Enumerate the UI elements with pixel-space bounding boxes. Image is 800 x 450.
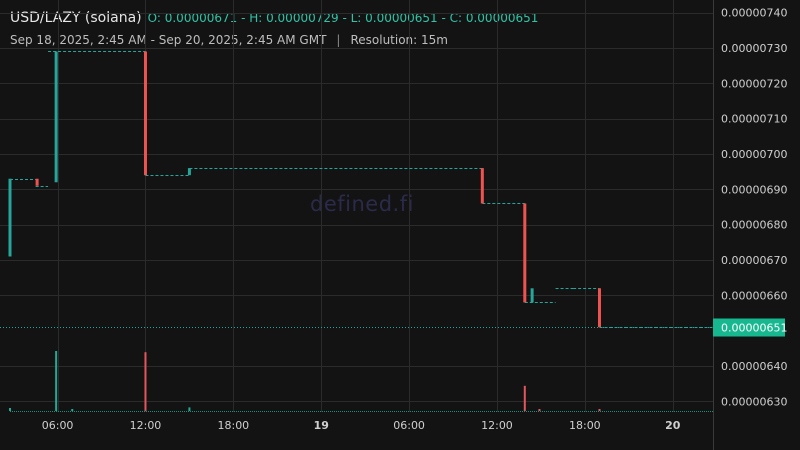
x-tick-label: 12:00 [481, 419, 513, 432]
volume-bar [55, 351, 58, 411]
chart-subheader: Sep 18, 2025, 2:45 AM - Sep 20, 2025, 2:… [10, 33, 448, 47]
volume-bar [9, 408, 11, 411]
y-tick-label: 0.00000670 [721, 254, 787, 267]
volume-bar [598, 409, 601, 411]
candle [8, 178, 12, 257]
y-tick-label: 0.00000740 [721, 7, 787, 20]
x-tick-label: 18:00 [569, 419, 601, 432]
y-tick-label: 0.00000690 [721, 183, 787, 196]
x-tick-label: 06:00 [42, 419, 74, 432]
resolution-label: Resolution: 15m [350, 33, 448, 47]
y-tick-label: 0.00000680 [721, 219, 787, 232]
candle [143, 51, 147, 176]
candle [54, 51, 58, 183]
volume-bar [188, 407, 191, 411]
x-tick-label: 18:00 [217, 419, 249, 432]
current-price-label: 0.00000651 [721, 322, 787, 335]
ohlc-readout: O: 0.00000671 - H: 0.00000729 - L: 0.000… [147, 11, 539, 25]
volume-bar [538, 409, 541, 411]
volume-bar [71, 409, 74, 411]
watermark: defined.fi [310, 192, 414, 216]
volume-bar [523, 385, 526, 411]
x-tick-label: 19 [314, 419, 329, 432]
current-price-tag [713, 318, 785, 337]
x-tick-label: 20 [665, 419, 681, 432]
y-tick-label: 0.00000730 [721, 42, 787, 55]
x-tick-label: 06:00 [393, 419, 425, 432]
y-tick-label: 0.00000630 [721, 395, 787, 408]
candle [523, 203, 527, 303]
y-tick-label: 0.00000640 [721, 360, 787, 373]
candle [530, 288, 534, 303]
time-range: Sep 18, 2025, 2:45 AM - Sep 20, 2025, 2:… [10, 33, 327, 47]
candle [597, 288, 601, 328]
candle [35, 178, 39, 186]
volume-bar [144, 352, 147, 411]
candle [187, 168, 191, 176]
y-tick-label: 0.00000660 [721, 289, 787, 302]
separator: | [336, 33, 341, 47]
x-tick-label: 12:00 [130, 419, 162, 432]
y-tick-label: 0.00000710 [721, 113, 787, 126]
y-tick-label: 0.00000720 [721, 77, 787, 90]
candle [480, 168, 484, 204]
y-tick-label: 0.00000700 [721, 148, 787, 161]
